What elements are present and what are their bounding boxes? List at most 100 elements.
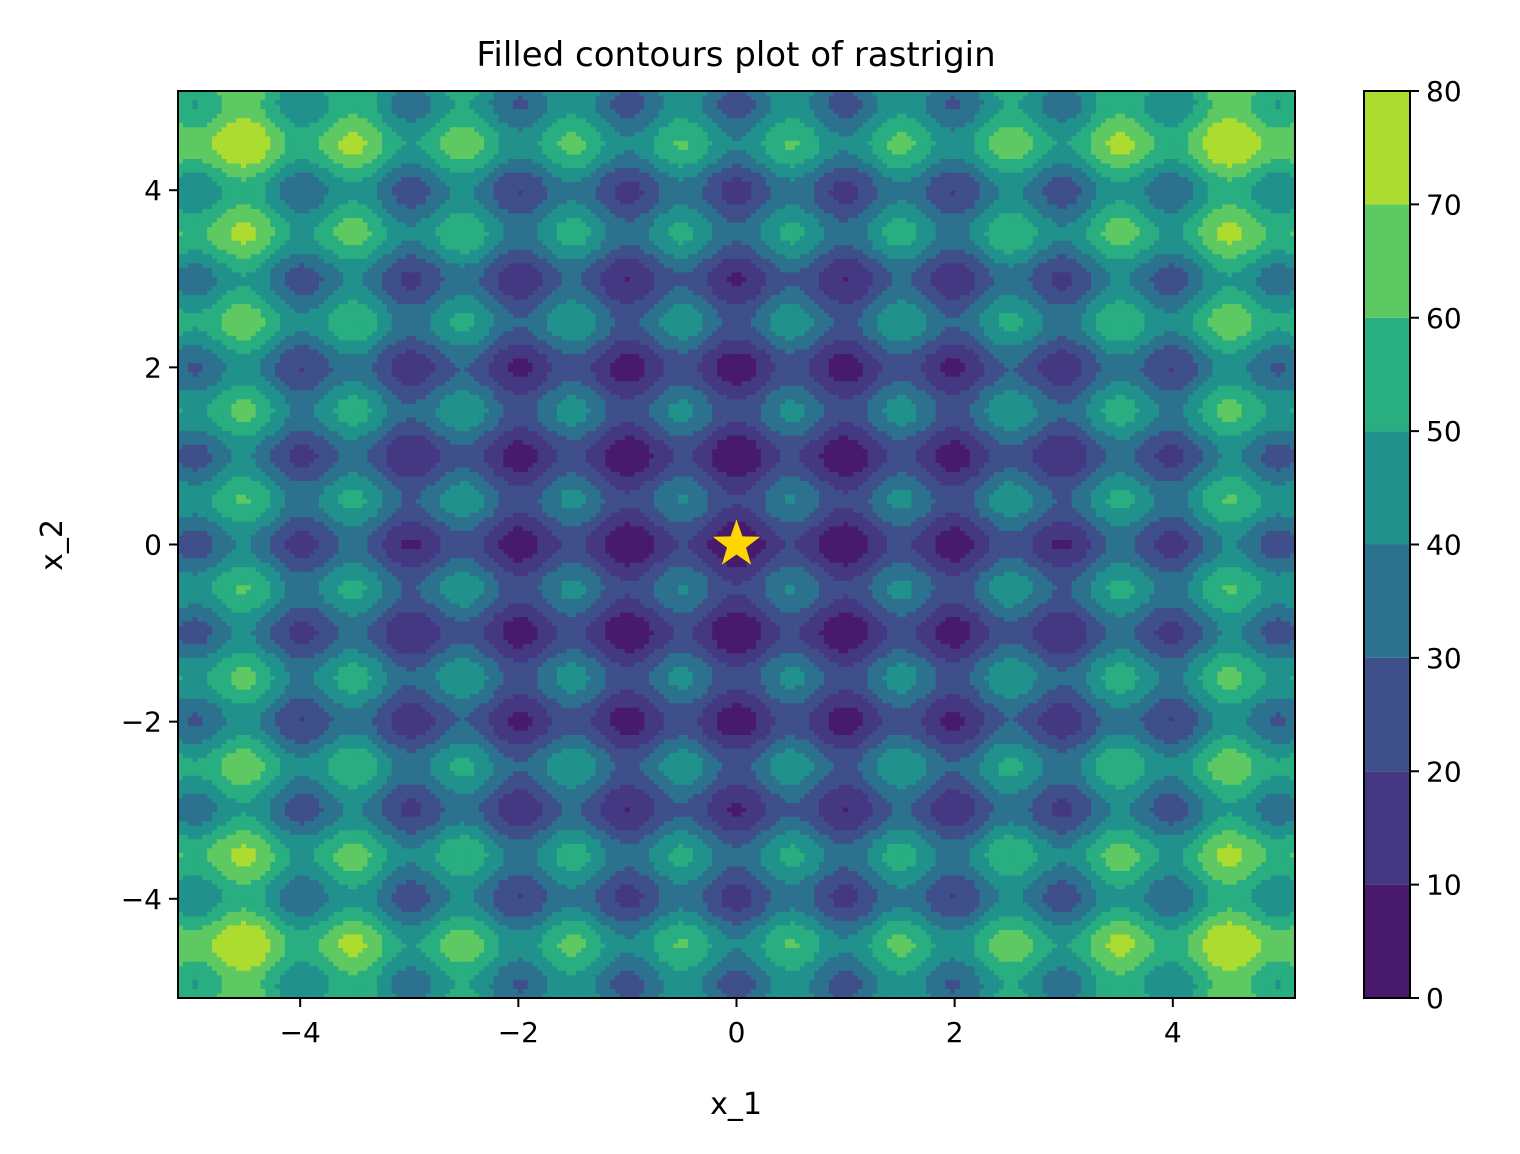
contour-cell [586,136,591,141]
contour-cell [809,100,814,105]
contour-cell [892,136,897,141]
contour-cell [1280,105,1285,110]
contour-cell [1115,136,1120,141]
contour-cell [1130,105,1135,110]
contour-cell [688,127,693,132]
contour-cell [479,141,484,146]
contour-cell [722,141,727,146]
contour-cell [489,96,494,101]
contour-cell [1217,100,1222,105]
contour-cell [1057,114,1062,119]
contour-cell [829,118,834,123]
contour-cell [882,105,887,110]
contour-cell [989,118,994,123]
contour-cell [960,109,965,114]
contour-cell [766,114,771,119]
contour-cell [586,114,591,119]
contour-cell [382,145,387,150]
contour-cell [377,132,382,137]
contour-cell [338,127,343,132]
contour-cell [843,100,848,105]
contour-cell [591,145,596,150]
contour-cell [392,114,397,119]
contour-cell [644,145,649,150]
contour-cell [1222,123,1227,128]
contour-cell [367,96,372,101]
contour-cell [727,127,732,132]
contour-cell [906,100,911,105]
contour-cell [795,123,800,128]
contour-cell [999,123,1004,128]
contour-cell [1164,145,1169,150]
contour-cell [746,96,751,101]
contour-cell [882,136,887,141]
contour-cell [241,136,246,141]
contour-cell [717,96,722,101]
contour-cell [605,105,610,110]
chart-title: Filled contours plot of rastrigin [476,35,995,75]
contour-cell [533,109,538,114]
contour-cell [1208,136,1213,141]
contour-cell [727,141,732,146]
contour-cell [1203,105,1208,110]
contour-cell [800,105,805,110]
contour-cell [814,109,819,114]
contour-cell [659,100,664,105]
contour-cell [329,118,334,123]
contour-cell [1198,132,1203,137]
contour-cell [994,109,999,114]
contour-cell [261,141,266,146]
contour-cell [348,132,353,137]
contour-cell [1047,123,1052,128]
contour-cell [1115,96,1120,101]
contour-cell [698,109,703,114]
contour-cell [552,114,557,119]
contour-cell [863,96,868,101]
contour-cell [644,105,649,110]
contour-cell [455,109,460,114]
contour-cell [236,145,241,150]
contour-cell [848,109,853,114]
contour-cell [703,136,708,141]
contour-cell [431,127,436,132]
contour-cell [411,127,416,132]
contour-cell [669,145,674,150]
contour-cell [499,141,504,146]
contour-cell [426,100,431,105]
contour-cell [1125,136,1130,141]
contour-cell [309,109,314,114]
contour-cell [892,123,897,128]
contour-cell [217,145,222,150]
contour-cell [479,127,484,132]
contour-cell [945,136,950,141]
contour-cell [746,145,751,150]
contour-cell [377,109,382,114]
contour-cell [1246,105,1251,110]
contour-cell [324,114,329,119]
contour-cell [338,109,343,114]
contour-cell [416,136,421,141]
contour-cell [979,114,984,119]
contour-cell [1178,105,1183,110]
contour-cell [785,100,790,105]
contour-cell [727,100,732,105]
contour-cell [571,132,576,137]
contour-cell [610,109,615,114]
contour-cell [683,145,688,150]
contour-cell [241,118,246,123]
contour-cell [392,132,397,137]
contour-cell [295,105,300,110]
contour-cell [518,132,523,137]
contour-cell [455,141,460,146]
contour-cell [508,141,513,146]
contour-cell [1276,96,1281,101]
contour-cell [411,105,416,110]
contour-cell [771,105,776,110]
contour-cell [1062,136,1067,141]
contour-cell [877,100,882,105]
contour-cell [299,127,304,132]
contour-cell [251,127,256,132]
contour-cell [460,132,465,137]
contour-cell [1140,123,1145,128]
contour-cell [440,145,445,150]
